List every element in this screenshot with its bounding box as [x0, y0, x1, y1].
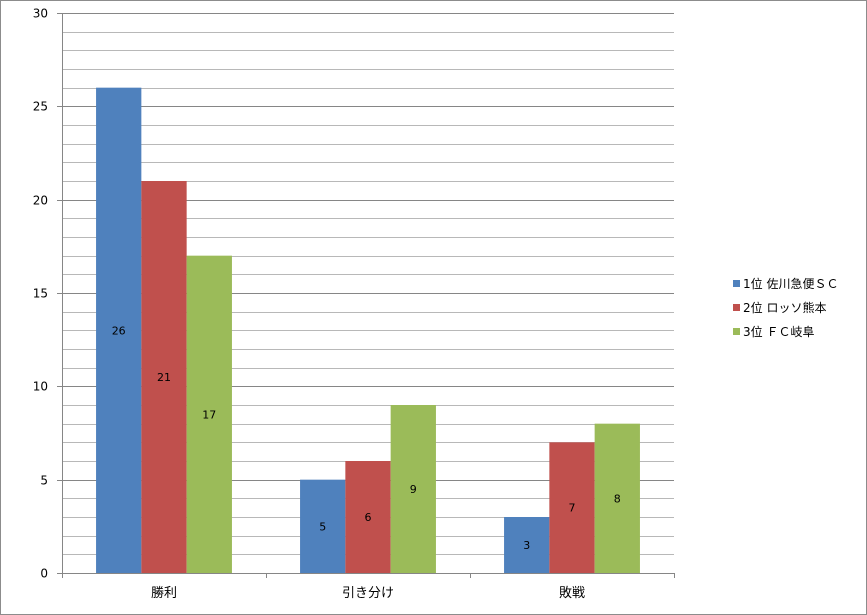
bar-value-label: 3 — [523, 539, 530, 552]
legend-entry-label: 1位 佐川急便ＳＣ — [743, 276, 838, 291]
y-tick-label: 30 — [33, 7, 48, 21]
x-category-label: 敗戦 — [559, 586, 585, 601]
x-axis-category-labels: 勝利 引き分け 敗戦 — [151, 586, 585, 601]
bar — [186, 255, 232, 573]
bar — [390, 405, 436, 573]
bar-value-label: 8 — [614, 492, 621, 505]
bar — [345, 461, 391, 573]
bar — [96, 87, 142, 574]
bar — [141, 181, 187, 573]
y-tick-label: 5 — [40, 474, 48, 488]
bar-value-label: 17 — [202, 408, 216, 421]
axes — [57, 13, 675, 578]
y-tick-label: 0 — [40, 567, 48, 581]
y-tick-label: 10 — [33, 380, 48, 394]
x-category-label: 引き分け — [342, 586, 394, 601]
legend-swatch — [733, 328, 740, 335]
bar-value-label: 9 — [410, 483, 417, 496]
bars — [96, 87, 640, 574]
bar — [504, 517, 550, 573]
y-tick-label: 15 — [33, 287, 48, 301]
bar — [549, 442, 595, 573]
bar — [300, 479, 346, 573]
bar-value-label: 26 — [112, 324, 126, 337]
bar-value-label: 5 — [319, 520, 326, 533]
legend-entry-label: 3位 ＦＣ岐阜 — [743, 324, 814, 339]
legend-entry-label: 2位 ロッソ熊本 — [743, 300, 826, 315]
y-tick-label: 25 — [33, 100, 48, 114]
bar-value-label: 6 — [365, 511, 372, 524]
y-tick-label: 20 — [33, 194, 48, 208]
legend-swatch — [733, 304, 740, 311]
x-category-label: 勝利 — [151, 586, 177, 601]
legend-swatch — [733, 280, 740, 287]
y-axis-tick-labels: 0 5 10 15 20 25 30 — [33, 7, 48, 581]
bar — [594, 423, 640, 573]
bar-value-label: 21 — [157, 371, 171, 384]
bar-data-labels: 26 21 17 5 6 9 3 7 8 — [112, 324, 621, 552]
legend: 1位 佐川急便ＳＣ 2位 ロッソ熊本 3位 ＦＣ岐阜 — [733, 276, 838, 339]
bar-value-label: 7 — [569, 502, 576, 515]
